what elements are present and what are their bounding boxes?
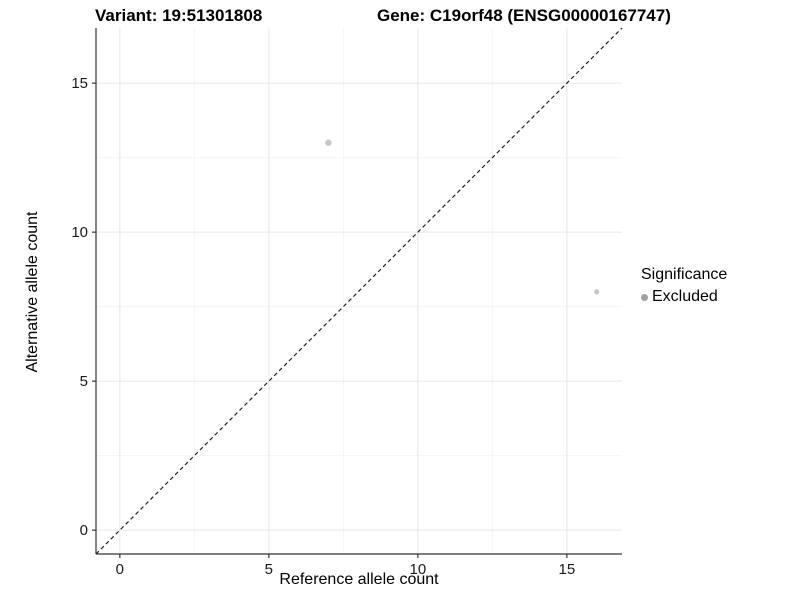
legend-title: Significance xyxy=(641,266,728,283)
y-tick-label: 10 xyxy=(71,224,88,241)
legend-key-dot-icon xyxy=(641,293,648,301)
y-axis-title: Alternative allele count xyxy=(24,211,41,373)
legend-entry-excluded: Excluded xyxy=(641,288,727,306)
identity-reference-line xyxy=(95,27,623,555)
legend-entry-label: Excluded xyxy=(652,288,718,305)
x-tick-label: 15 xyxy=(559,561,576,578)
x-axis-title: Reference allele count xyxy=(279,571,439,588)
data-point xyxy=(594,289,600,295)
y-tick-label: 15 xyxy=(71,75,88,92)
legend: Significance Excluded xyxy=(641,266,727,306)
data-point xyxy=(325,139,332,146)
gene-title: Gene: C19orf48 (ENSG00000167747) xyxy=(377,6,671,25)
x-tick-label: 0 xyxy=(116,561,124,578)
y-tick-label: 5 xyxy=(80,373,88,390)
variant-title: Variant: 19:51301808 xyxy=(95,6,263,25)
x-tick-label: 5 xyxy=(265,561,273,578)
y-tick-label: 0 xyxy=(80,522,88,539)
x-tick-label: 10 xyxy=(410,561,427,578)
